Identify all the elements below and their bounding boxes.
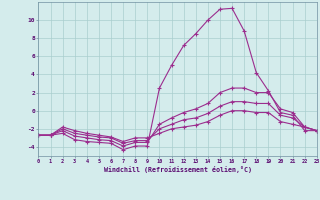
X-axis label: Windchill (Refroidissement éolien,°C): Windchill (Refroidissement éolien,°C) [104, 166, 252, 173]
